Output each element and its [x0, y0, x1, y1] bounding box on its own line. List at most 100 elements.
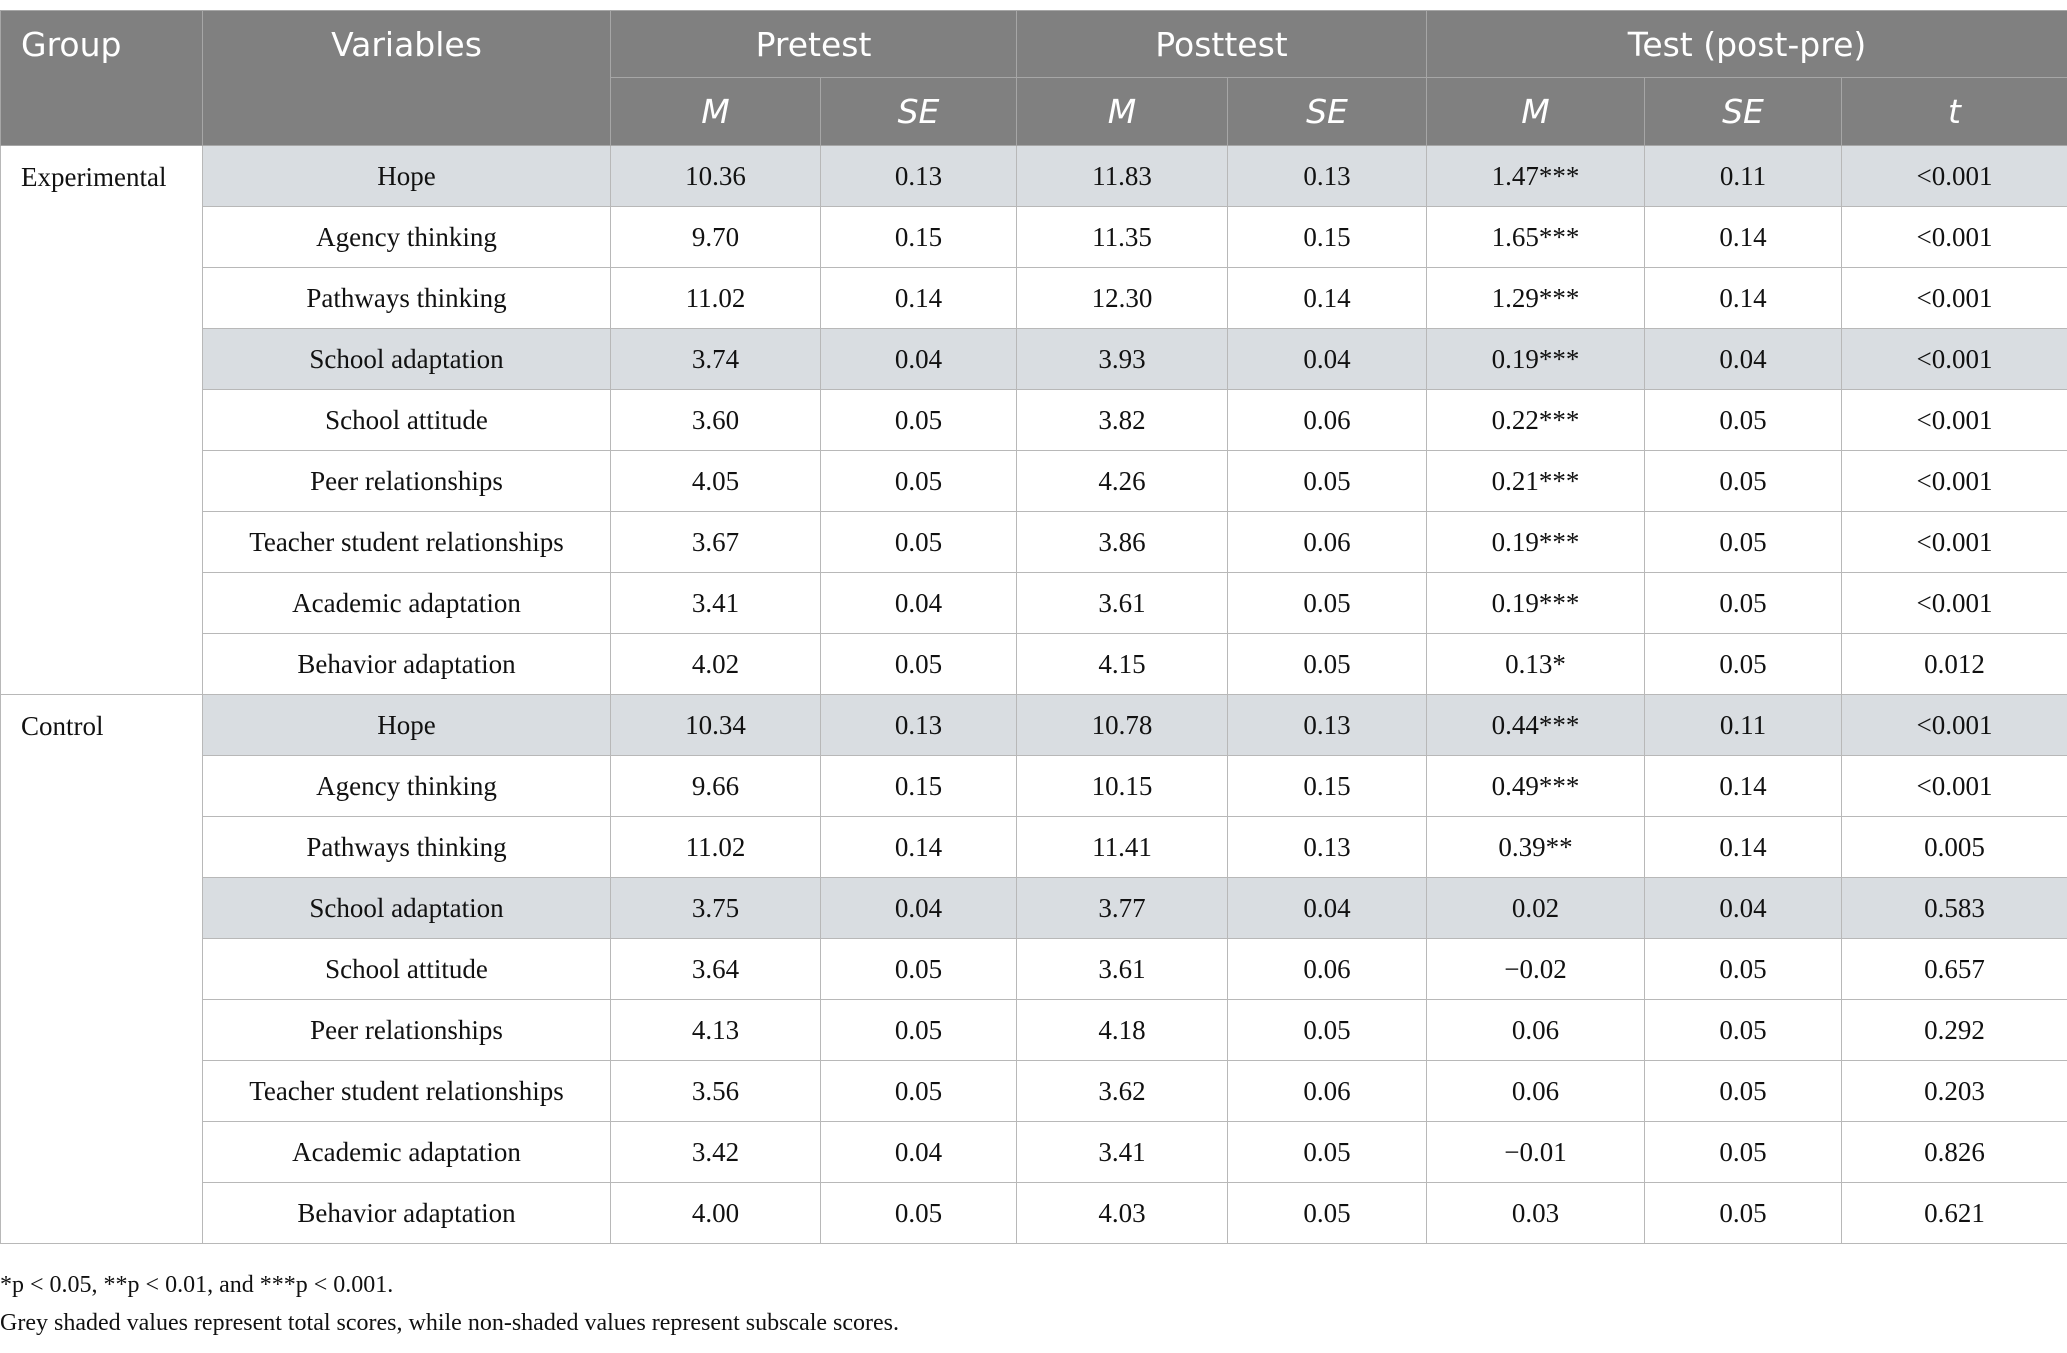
value-cell: <0.001: [1841, 145, 2067, 207]
value-cell: 0.04: [1226, 328, 1428, 390]
value-cell: 11.41: [1016, 816, 1228, 878]
value-cell: <0.001: [1841, 694, 2067, 756]
variable-cell: Agency thinking: [202, 755, 611, 817]
value-cell: 0.05: [1226, 1121, 1428, 1183]
sub-header: SE: [1226, 77, 1428, 146]
sub-header: SE: [1644, 77, 1843, 146]
group-cell: Experimental: [0, 145, 203, 695]
sub-header: M: [610, 77, 821, 146]
value-cell: 11.83: [1016, 145, 1228, 207]
value-cell: <0.001: [1841, 755, 2067, 817]
value-cell: 1.65***: [1426, 206, 1646, 268]
value-cell: 0.22***: [1426, 389, 1646, 451]
column-header: Test (post-pre): [1426, 10, 2067, 78]
value-cell: <0.001: [1841, 572, 2067, 634]
table-row: School adaptation 3.75 0.04 3.77 0.04 0.02 0.0…: [1, 877, 2067, 939]
table-body: Experimental Hope 10.36 0.13 11.83 0.13 1.47**…: [0, 145, 2067, 1244]
value-cell: 3.62: [1016, 1060, 1228, 1122]
variable-cell: Pathways thinking: [202, 816, 611, 878]
value-cell: 0.05: [1226, 450, 1428, 512]
value-cell: 0.39**: [1426, 816, 1646, 878]
value-cell: 0.826: [1841, 1121, 2067, 1183]
value-cell: 0.14: [820, 816, 1017, 878]
value-cell: 3.42: [610, 1121, 821, 1183]
value-cell: 0.657: [1841, 938, 2067, 1000]
value-cell: 0.05: [1644, 999, 1843, 1061]
value-cell: 0.14: [820, 267, 1017, 329]
value-cell: 3.64: [610, 938, 821, 1000]
table-row: Behavior adaptation 4.00 0.05 4.03 0.05 0.03 0…: [1, 1182, 2067, 1244]
variable-cell: Pathways thinking: [202, 267, 611, 329]
value-cell: 0.14: [1644, 816, 1843, 878]
value-cell: 0.19***: [1426, 572, 1646, 634]
value-cell: <0.001: [1841, 511, 2067, 573]
value-cell: 0.04: [820, 572, 1017, 634]
value-cell: 0.203: [1841, 1060, 2067, 1122]
variable-cell: Behavior adaptation: [202, 1182, 611, 1244]
footnote: Grey shaded values represent total score…: [0, 1310, 900, 1336]
value-cell: 0.05: [820, 389, 1017, 451]
variable-cell: School attitude: [202, 938, 611, 1000]
value-cell: 4.18: [1016, 999, 1228, 1061]
variable-cell: Teacher student relationships: [202, 511, 611, 573]
value-cell: 4.26: [1016, 450, 1228, 512]
value-cell: 3.82: [1016, 389, 1228, 451]
value-cell: 0.05: [820, 1182, 1017, 1244]
value-cell: <0.001: [1841, 206, 2067, 268]
value-cell: 0.13: [820, 145, 1017, 207]
table-row: Teacher student relationships 3.56 0.05 3.6…: [1, 1060, 2067, 1122]
value-cell: 4.03: [1016, 1182, 1228, 1244]
value-cell: 0.05: [1644, 1121, 1843, 1183]
value-cell: 4.02: [610, 633, 821, 695]
value-cell: 0.13: [1226, 816, 1428, 878]
value-cell: 0.05: [1644, 633, 1843, 695]
value-cell: 0.15: [1226, 206, 1428, 268]
value-cell: 0.44***: [1426, 694, 1646, 756]
value-cell: 3.56: [610, 1060, 821, 1122]
value-cell: 0.05: [1644, 1182, 1843, 1244]
value-cell: 0.583: [1841, 877, 2067, 939]
value-cell: 0.005: [1841, 816, 2067, 878]
footnote: *p < 0.05, **p < 0.01, and ***p < 0.001.: [0, 1272, 394, 1298]
value-cell: 10.78: [1016, 694, 1228, 756]
value-cell: 3.41: [610, 572, 821, 634]
value-cell: 0.05: [820, 999, 1017, 1061]
variable-cell: Peer relationships: [202, 450, 611, 512]
value-cell: 4.13: [610, 999, 821, 1061]
value-cell: <0.001: [1841, 450, 2067, 512]
value-cell: 0.06: [1426, 1060, 1646, 1122]
header-row: Group Variables Pretest Posttest Test (post-…: [0, 10, 2067, 146]
value-cell: 0.04: [820, 328, 1017, 390]
value-cell: 0.14: [1644, 755, 1843, 817]
value-cell: 0.05: [1226, 999, 1428, 1061]
table-row: Pathways thinking 11.02 0.14 12.30 0.14 1.29*…: [1, 267, 2067, 329]
value-cell: 0.05: [820, 1060, 1017, 1122]
value-cell: 3.60: [610, 389, 821, 451]
value-cell: 3.74: [610, 328, 821, 390]
value-cell: 4.15: [1016, 633, 1228, 695]
value-cell: 3.67: [610, 511, 821, 573]
variable-cell: Teacher student relationships: [202, 1060, 611, 1122]
value-cell: 0.14: [1226, 267, 1428, 329]
value-cell: 0.292: [1841, 999, 2067, 1061]
variable-cell: Hope: [202, 145, 611, 207]
value-cell: 0.05: [820, 450, 1017, 512]
sub-header: t: [1841, 77, 2067, 146]
table-row: Agency thinking 9.70 0.15 11.35 0.15 1.65*** 0…: [1, 206, 2067, 268]
value-cell: 0.05: [820, 633, 1017, 695]
table-row: Academic adaptation 3.42 0.04 3.41 0.05 −0.01…: [1, 1121, 2067, 1183]
value-cell: 0.621: [1841, 1182, 2067, 1244]
value-cell: 0.05: [1644, 1060, 1843, 1122]
column-header: Variables: [202, 10, 611, 146]
variable-cell: Academic adaptation: [202, 572, 611, 634]
value-cell: 12.30: [1016, 267, 1228, 329]
value-cell: 0.06: [1226, 1060, 1428, 1122]
results-table: Group Variables Pretest Posttest Test (post-…: [0, 10, 2067, 1244]
value-cell: 0.05: [1226, 633, 1428, 695]
value-cell: <0.001: [1841, 267, 2067, 329]
value-cell: 0.05: [1644, 572, 1843, 634]
value-cell: −0.01: [1426, 1121, 1646, 1183]
value-cell: <0.001: [1841, 328, 2067, 390]
value-cell: 0.19***: [1426, 328, 1646, 390]
